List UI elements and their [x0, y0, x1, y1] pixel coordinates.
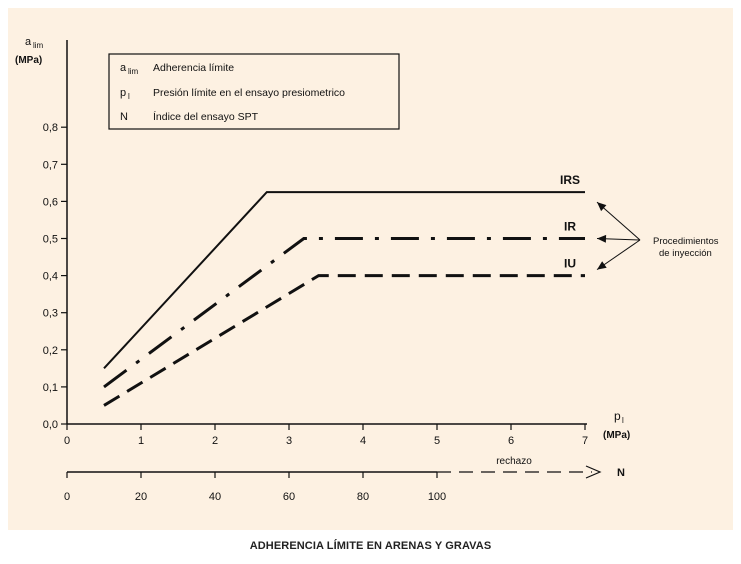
- series-line-irs: [103, 191, 585, 370]
- y-tick-label: 0,1: [43, 382, 58, 394]
- annotation-text-line-1: Procedimientos: [653, 236, 719, 247]
- n-tick-label: 60: [283, 491, 295, 503]
- legend-entry-text: Índice del ensayo SPT: [153, 110, 259, 123]
- x-tick-label: 0: [64, 435, 70, 447]
- n-tick-label: 40: [209, 491, 221, 503]
- annotation-arrow-line: [596, 201, 641, 241]
- n-tick-label: 0: [64, 491, 70, 503]
- annotation-arrow-head-icon: [597, 261, 607, 270]
- series-line-iu: [103, 274, 585, 407]
- legend-symbol-sub: l: [128, 92, 130, 101]
- x-axis-label-main: p: [614, 409, 621, 423]
- y-tick-label: 0,0: [43, 419, 58, 431]
- x-tick-label: 3: [286, 435, 292, 447]
- y-tick-label: 0,4: [43, 271, 58, 283]
- n-tick-label: 100: [428, 491, 446, 503]
- y-axis-unit: (MPa): [15, 55, 42, 66]
- x-tick-label: 6: [508, 435, 514, 447]
- annotation-text-line-2: de inyección: [659, 248, 712, 259]
- x-tick-label: 7: [582, 435, 588, 447]
- x-axis-unit: (MPa): [603, 430, 630, 441]
- figure-caption: ADHERENCIA LÍMITE EN ARENAS Y GRAVAS: [249, 540, 492, 552]
- series-line-ir: [103, 237, 585, 389]
- x-axis-label-sub: l: [622, 416, 624, 425]
- legend-entry-text: Presión límite en el ensayo presiometric…: [153, 87, 345, 99]
- legend-symbol: p: [120, 87, 126, 99]
- legend-box: [108, 53, 400, 130]
- annotation-arrow-head-icon: [597, 202, 607, 212]
- series-label-iu: IU: [564, 257, 576, 271]
- y-tick-label: 0,3: [43, 308, 58, 320]
- y-axis-label-main: a: [25, 36, 32, 48]
- n-axis-arrow-icon: [585, 465, 602, 479]
- legend-symbol-sub: lim: [128, 67, 139, 76]
- series-label-irs: IRS: [560, 173, 580, 187]
- n-tick-label: 20: [135, 491, 147, 503]
- n-axis-rejection-label: rechazo: [496, 456, 532, 467]
- x-tick-label: 2: [212, 435, 218, 447]
- legend-symbol: a: [120, 62, 127, 74]
- y-tick-label: 0,6: [43, 196, 58, 208]
- y-tick-label: 0,2: [43, 345, 58, 357]
- x-tick-label: 1: [138, 435, 144, 447]
- n-axis-symbol: N: [617, 467, 625, 479]
- chart-panel: [8, 8, 733, 530]
- legend-entry-text: Adherencia límite: [153, 62, 234, 74]
- annotation-arrow-head-icon: [597, 234, 607, 243]
- y-tick-label: 0,5: [43, 234, 58, 246]
- x-tick-label: 5: [434, 435, 440, 447]
- x-tick-label: 4: [360, 435, 366, 447]
- n-tick-label: 80: [357, 491, 369, 503]
- y-tick-label: 0,8: [43, 122, 58, 134]
- y-tick-label: 0,7: [43, 159, 58, 171]
- series-label-ir: IR: [564, 220, 576, 234]
- legend-symbol: N: [120, 111, 128, 123]
- y-axis-label-sub: lim: [33, 41, 44, 50]
